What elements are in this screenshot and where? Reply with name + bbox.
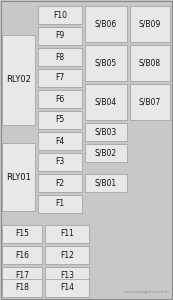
Bar	[85, 144, 127, 162]
Text: F8: F8	[55, 52, 65, 62]
Text: RLY02: RLY02	[6, 76, 31, 85]
Text: F17: F17	[15, 272, 29, 280]
Bar	[38, 111, 82, 129]
Text: F18: F18	[15, 284, 29, 292]
Bar	[2, 279, 42, 297]
Text: F9: F9	[55, 32, 65, 40]
Bar	[45, 225, 89, 243]
Bar	[130, 84, 170, 120]
Text: F15: F15	[15, 230, 29, 238]
Bar	[2, 35, 35, 125]
Text: F3: F3	[55, 158, 65, 166]
Bar	[2, 246, 42, 264]
Text: F1: F1	[55, 200, 65, 208]
Text: F14: F14	[60, 284, 74, 292]
Bar	[85, 6, 127, 42]
Bar	[85, 84, 127, 120]
Bar	[38, 90, 82, 108]
Text: www.autogenius.info: www.autogenius.info	[124, 290, 170, 294]
Bar	[45, 267, 89, 285]
Bar	[38, 48, 82, 66]
Bar	[85, 45, 127, 81]
Text: F11: F11	[60, 230, 74, 238]
Bar	[38, 132, 82, 150]
Bar	[85, 123, 127, 141]
Text: F10: F10	[53, 11, 67, 20]
Text: F4: F4	[55, 136, 65, 146]
Bar	[130, 6, 170, 42]
Bar	[38, 27, 82, 45]
Bar	[130, 45, 170, 81]
Bar	[38, 69, 82, 87]
Text: F6: F6	[55, 94, 65, 103]
Bar	[2, 225, 42, 243]
Bar	[85, 174, 127, 192]
Text: S/B06: S/B06	[95, 20, 117, 28]
Text: RLY01: RLY01	[6, 172, 31, 182]
Text: S/B08: S/B08	[139, 58, 161, 68]
Text: S/B01: S/B01	[95, 178, 117, 188]
Bar	[45, 246, 89, 264]
Text: F2: F2	[55, 178, 65, 188]
Bar	[45, 279, 89, 297]
Bar	[2, 143, 35, 211]
Bar	[38, 174, 82, 192]
Text: F13: F13	[60, 272, 74, 280]
Text: S/B09: S/B09	[139, 20, 161, 28]
Bar	[2, 267, 42, 285]
Text: S/B05: S/B05	[95, 58, 117, 68]
Text: S/B03: S/B03	[95, 128, 117, 136]
Text: F16: F16	[15, 250, 29, 260]
Text: F12: F12	[60, 250, 74, 260]
Bar	[38, 195, 82, 213]
Bar	[38, 6, 82, 24]
Text: S/B07: S/B07	[139, 98, 161, 106]
Text: F5: F5	[55, 116, 65, 124]
Text: F7: F7	[55, 74, 65, 82]
Bar	[38, 153, 82, 171]
Text: S/B04: S/B04	[95, 98, 117, 106]
Text: S/B02: S/B02	[95, 148, 117, 158]
